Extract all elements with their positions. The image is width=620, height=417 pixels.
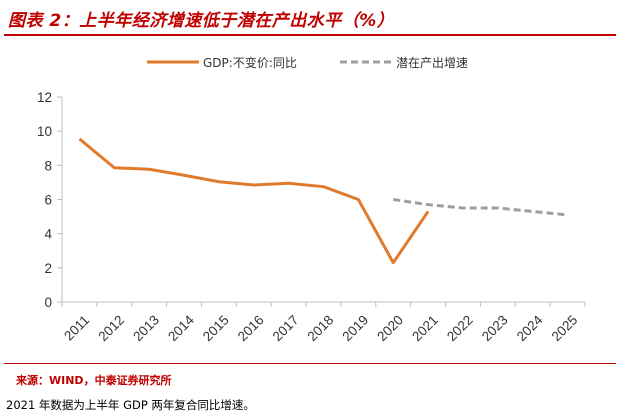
legend-label-0: GDP:不变价:同比 xyxy=(203,55,297,70)
y-tick-label: 8 xyxy=(44,158,52,173)
x-tick-label: 2011 xyxy=(61,312,92,343)
x-tick-label: 2024 xyxy=(514,312,546,344)
x-tick-label: 2014 xyxy=(165,312,197,344)
chart-legend: GDP:不变价:同比 潜在产出增速 xyxy=(147,55,468,70)
series-line-0 xyxy=(78,137,430,265)
x-tick-label: 2016 xyxy=(235,312,267,344)
y-tick-label: 12 xyxy=(37,90,52,105)
source-text: 来源：WIND，中泰证券研究所 xyxy=(16,374,172,387)
x-tick-label: 2022 xyxy=(444,312,476,344)
x-tick-label: 2023 xyxy=(479,312,511,344)
chart-series xyxy=(78,137,568,265)
y-tick-label: 0 xyxy=(44,295,52,310)
x-tick-label: 2021 xyxy=(409,312,441,344)
chart-title: 图表 2：上半年经济增速低于潜在产出水平（%） xyxy=(8,11,395,31)
x-tick-label: 2025 xyxy=(549,312,581,344)
series-line-1 xyxy=(393,198,568,217)
y-tick-label: 2 xyxy=(44,261,52,276)
x-tick-label: 2020 xyxy=(374,312,406,344)
y-tick-label: 6 xyxy=(44,193,52,208)
footnote-text: 2021 年数据为上半年 GDP 两年复合同比增速。 xyxy=(6,398,255,412)
x-tick-label: 2019 xyxy=(339,312,371,344)
x-tick-label: 2015 xyxy=(200,312,232,344)
x-tick-label: 2013 xyxy=(130,312,162,344)
footer-rule xyxy=(4,363,616,364)
y-tick-label: 4 xyxy=(44,227,52,242)
x-tick-label: 2012 xyxy=(95,312,127,344)
legend-label-1: 潜在产出增速 xyxy=(396,56,468,70)
y-tick-label: 10 xyxy=(37,124,52,139)
x-tick-label: 2018 xyxy=(305,312,337,344)
header-rule xyxy=(4,34,616,36)
x-tick-label: 2017 xyxy=(270,312,302,344)
